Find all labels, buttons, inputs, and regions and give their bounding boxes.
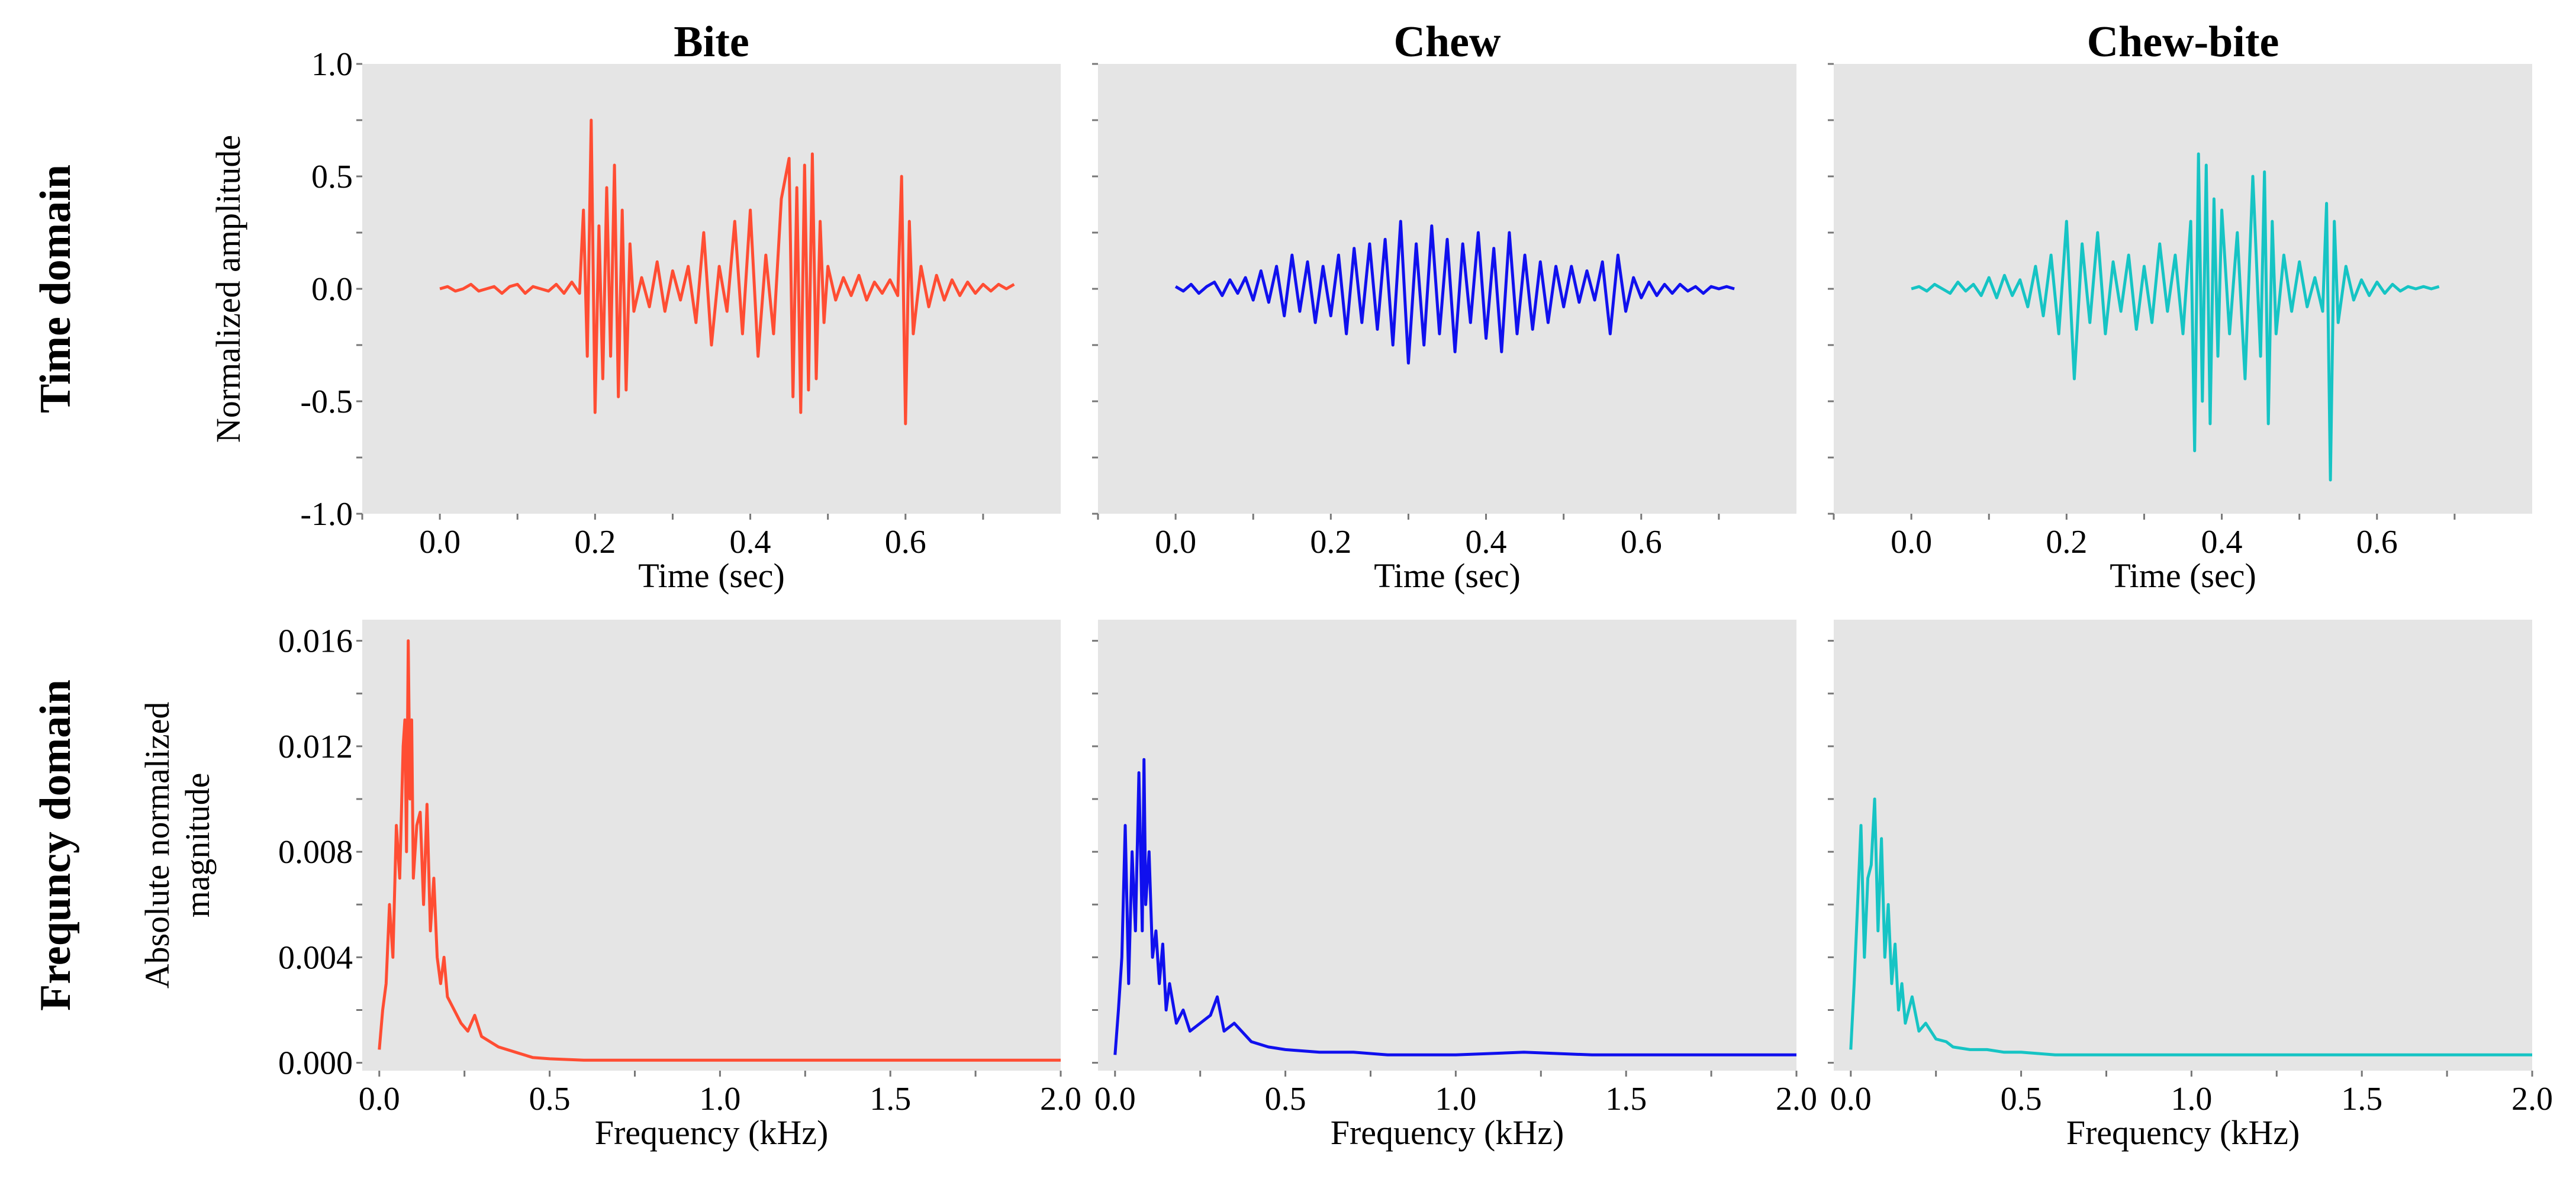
x-tick-label-freq-bite: 1.0 (699, 1081, 740, 1117)
series-line-time-bite (439, 118, 1015, 426)
y-tick-label-freq-bite: 0.008 (278, 834, 353, 871)
x-tick-label-freq-bite: 2.0 (1040, 1081, 1081, 1117)
column-title-chewbite: Chew-bite (2087, 18, 2279, 66)
x-tick-label-time-chewbite: 0.2 (2046, 524, 2087, 560)
panel-freq-chewbite (1834, 620, 2532, 1071)
x-tick-label-freq-chewbite: 1.5 (2341, 1081, 2382, 1117)
x-tick-label-time-chewbite: 0.4 (2201, 524, 2243, 560)
x-tick-label-time-bite: 0.2 (574, 524, 616, 560)
series-line-freq-chew (1113, 758, 1796, 1056)
x-tick-label-time-chew: 0.6 (1621, 524, 1662, 560)
x-tick-label-time-bite: 0.6 (885, 524, 926, 560)
x-tick-label-freq-chew: 1.5 (1605, 1081, 1647, 1117)
x-tick-label-freq-chew: 2.0 (1776, 1081, 1817, 1117)
x-tick-label-freq-chewbite: 2.0 (2511, 1081, 2553, 1117)
x-tick-label-freq-chew: 0.5 (1265, 1081, 1306, 1117)
x-axis-label-time-chewbite: Time (sec) (2110, 556, 2256, 595)
x-tick-label-freq-chew: 1.0 (1435, 1081, 1476, 1117)
x-axis-label-freq-chew: Frequency (kHz) (1331, 1113, 1564, 1152)
x-tick-label-freq-bite: 1.5 (870, 1081, 911, 1117)
column-title-chew: Chew (1394, 18, 1501, 66)
y-tick-label-time-bite: -1.0 (300, 496, 353, 533)
y-axis-label-freq-bite: Absolute normalizedmagnitude (138, 702, 217, 989)
y-tick-label-freq-bite: 0.000 (278, 1045, 353, 1082)
y-tick-label-time-bite: 0.0 (311, 271, 353, 308)
panel-freq-chew (1098, 620, 1796, 1071)
panel-time-bite (362, 64, 1061, 514)
panel-freq-bite (362, 620, 1061, 1071)
x-tick-label-freq-chewbite: 1.0 (2171, 1081, 2212, 1117)
x-axis-label-freq-bite: Frequency (kHz) (595, 1113, 829, 1152)
y-axis-label-line: magnitude (178, 773, 217, 918)
x-tick-label-time-chewbite: 0.6 (2356, 524, 2398, 560)
x-tick-label-time-chew: 0.4 (1466, 524, 1507, 560)
y-tick-label-time-bite: -0.5 (300, 384, 353, 420)
x-tick-label-time-chew: 0.0 (1155, 524, 1196, 560)
x-tick-label-freq-chewbite: 0.0 (1830, 1081, 1872, 1117)
row-label-time: Time domain (31, 165, 80, 413)
y-axis-label-time-bite: Normalized amplitude (209, 135, 247, 443)
x-tick-label-freq-bite: 0.0 (359, 1081, 400, 1117)
y-tick-label-freq-bite: 0.004 (278, 939, 353, 976)
y-tick-label-freq-bite: 0.012 (278, 729, 353, 765)
series-line-freq-bite (378, 639, 1061, 1062)
x-axis-label-freq-chewbite: Frequency (kHz) (2066, 1113, 2300, 1152)
x-tick-label-time-bite: 0.4 (730, 524, 771, 560)
panel-time-chew (1098, 64, 1796, 514)
column-title-bite: Bite (674, 18, 749, 66)
x-tick-label-freq-bite: 0.5 (529, 1081, 571, 1117)
x-axis-label-time-bite: Time (sec) (638, 556, 785, 595)
y-tick-label-freq-bite: 0.016 (278, 623, 353, 660)
x-tick-label-time-chew: 0.2 (1310, 524, 1351, 560)
series-line-time-chewbite (1911, 152, 2440, 482)
y-tick-label-time-bite: 0.5 (311, 159, 353, 195)
y-tick-label-time-bite: 1.0 (311, 46, 353, 83)
x-tick-label-freq-chewbite: 0.5 (2001, 1081, 2042, 1117)
x-tick-label-time-chewbite: 0.0 (1891, 524, 1932, 560)
x-axis-label-time-chew: Time (sec) (1374, 556, 1521, 595)
x-tick-label-time-bite: 0.0 (419, 524, 461, 560)
row-label-freq: Frequncy domain (31, 679, 80, 1011)
series-line-freq-chewbite (1849, 797, 2532, 1056)
y-axis-label-line: Absolute normalized (138, 702, 176, 989)
series-line-time-chew (1174, 220, 1735, 365)
x-tick-label-freq-chew: 0.0 (1094, 1081, 1136, 1117)
